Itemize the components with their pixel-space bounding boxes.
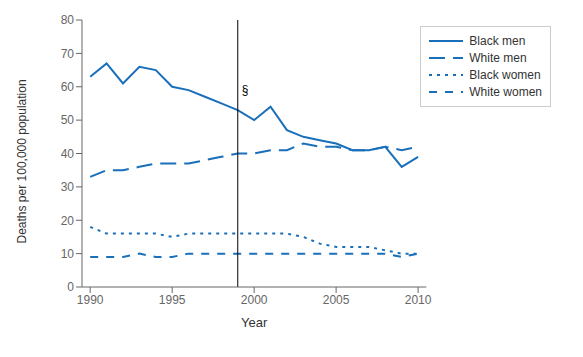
svg-text:2000: 2000	[241, 293, 268, 307]
svg-text:30: 30	[61, 180, 75, 194]
svg-text:§: §	[242, 83, 249, 97]
svg-text:1995: 1995	[159, 293, 186, 307]
html-text:White men: White men	[469, 51, 527, 65]
html-text:Black men: Black men	[469, 34, 526, 48]
svg-text:70: 70	[61, 47, 75, 61]
svg-text:80: 80	[61, 13, 75, 27]
svg-text:20: 20	[61, 214, 75, 228]
svg-text:0: 0	[67, 280, 74, 294]
svg-text:40: 40	[61, 147, 75, 161]
svg-text:10: 10	[61, 247, 75, 261]
html-text:White women: White women	[469, 85, 542, 99]
svg-text:60: 60	[61, 80, 75, 94]
svg-text:2010: 2010	[405, 293, 432, 307]
svg-text:2005: 2005	[323, 293, 350, 307]
html-text:Black women: Black women	[469, 68, 541, 82]
svg-text:Deaths per 100,000 population: Deaths per 100,000 population	[15, 79, 29, 243]
svg-text:1990: 1990	[77, 293, 104, 307]
svg-text:50: 50	[61, 113, 75, 127]
svg-text:Year: Year	[241, 315, 268, 330]
